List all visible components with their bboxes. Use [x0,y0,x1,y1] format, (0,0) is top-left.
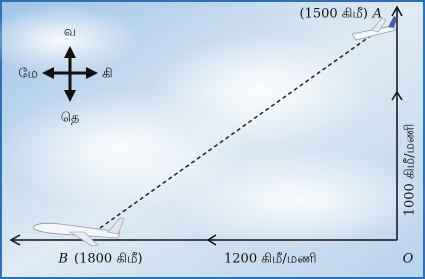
point-a-distance: (1500 கிமீ) [299,7,368,22]
point-o-name: O [403,252,414,267]
point-b-name: B [57,252,68,267]
diagram: வ மே கி தெ (1500 கிமீ) A B (1800 கிமீ) 1… [0,0,425,279]
south-label: தெ [61,111,80,126]
point-b-distance: (1800 கிமீ) [74,252,143,267]
east-label: கி [102,67,113,82]
point-a-name: A [372,7,382,22]
horizontal-speed: 1200 கிமீ/மணி [224,252,317,267]
west-label: மே [18,67,38,82]
north-label: வ [64,25,76,40]
vertical-speed: 1000 கிமீ/மணி [403,124,418,217]
